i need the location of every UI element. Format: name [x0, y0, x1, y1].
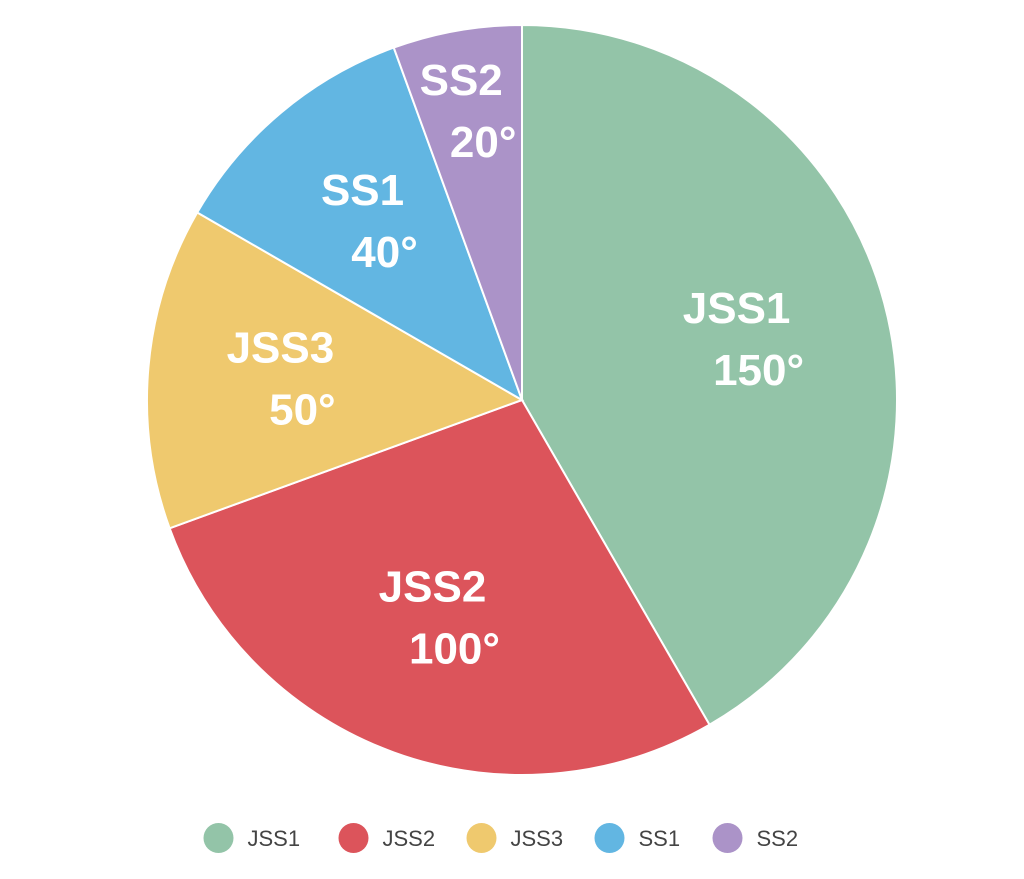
pie-slice-ss2 [392, 23, 523, 401]
legend: JSS1 JSS2 JSS3 SS1 SS2 [203, 823, 799, 853]
slice-category-label-ss2: SS2 [420, 56, 503, 105]
pie-slice-jss1 [521, 23, 898, 727]
slice-category-label-jss3: JSS3 [227, 324, 335, 373]
legend-swatch-jss3 [466, 823, 497, 853]
slice-value-label-jss2: 100° [409, 624, 500, 673]
pie-slice-jss3 [146, 211, 525, 530]
slice-value-label-jss3: 50° [269, 386, 336, 435]
slice-category-label-jss1: JSS1 [683, 284, 791, 333]
slice-value-label-jss1: 150° [713, 346, 804, 395]
pie-slices [146, 23, 898, 776]
legend-label-ss2: SS2 [757, 826, 799, 851]
legend-swatch-jss2 [338, 823, 369, 853]
slice-value-label-ss2: 20° [450, 118, 517, 167]
legend-swatch-ss2 [712, 823, 743, 853]
legend-swatch-jss1 [203, 823, 234, 853]
legend-swatch-ss1 [594, 823, 625, 853]
slice-category-label-ss1: SS1 [321, 166, 404, 215]
slice-value-label-ss1: 40° [351, 228, 418, 277]
slice-category-label-jss2: JSS2 [379, 562, 487, 611]
pie-slice-jss2 [168, 398, 711, 776]
pie-labels: JSS1 150° JSS2 100° JSS3 50° SS1 40° SS2 20° [227, 56, 805, 674]
pie-slice-ss1 [195, 46, 524, 403]
legend-label-jss1: JSS1 [248, 826, 301, 851]
legend-label-jss3: JSS3 [511, 826, 564, 851]
legend-label-ss1: SS1 [639, 826, 681, 851]
legend-label-jss2: JSS2 [383, 826, 436, 851]
